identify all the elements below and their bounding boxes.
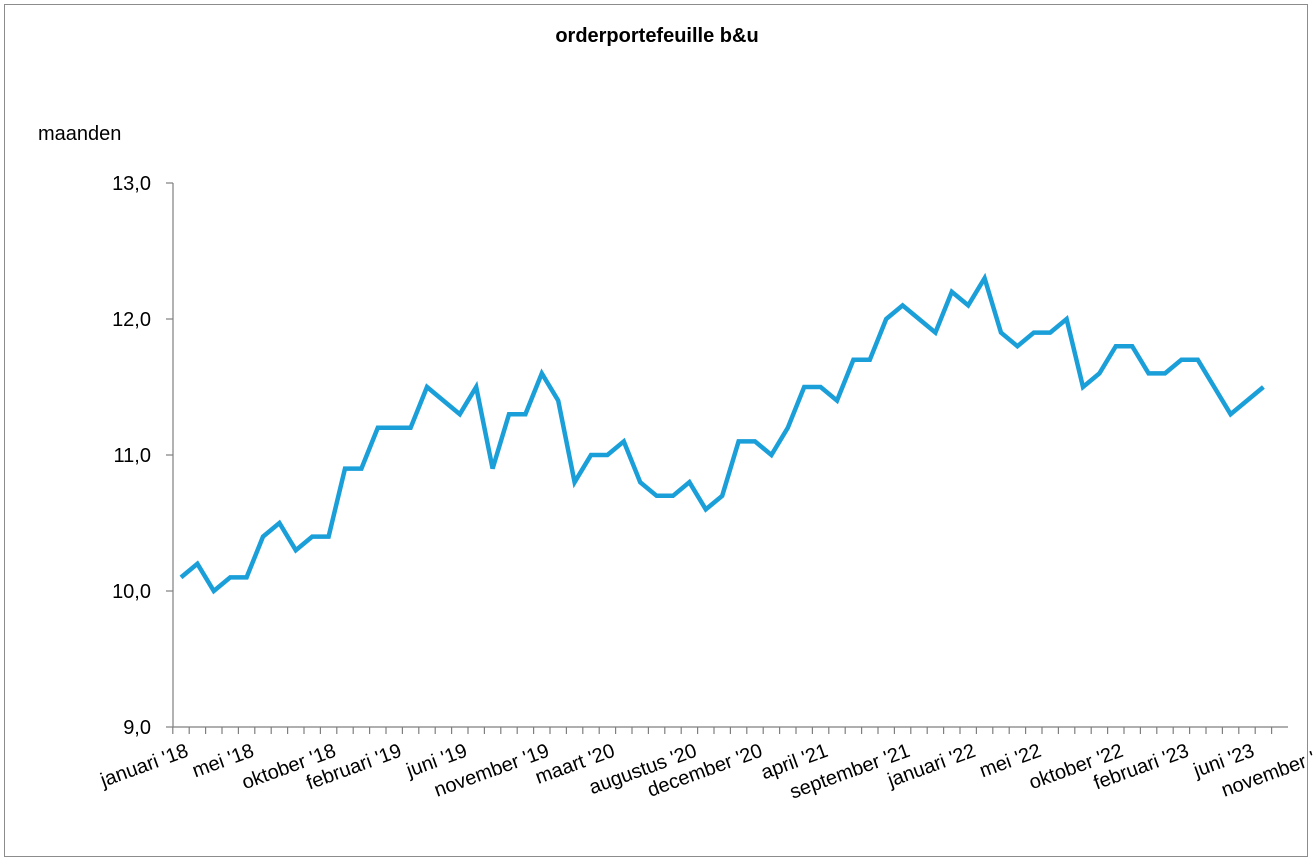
series [179,272,1265,595]
y-axis-label: maanden [38,123,121,145]
series-line [179,272,1265,595]
x-tick-label: januari '18 [97,740,192,792]
y-ticks: 9,0 10,0 11,0 12,0 13,0 [112,173,173,739]
axes [172,183,1288,728]
y-tick-label: 11,0 [114,445,151,467]
chart-title: orderportefeuille b&u [555,25,758,47]
y-tick-label: 10,0 [112,581,151,603]
y-tick-label: 13,0 [112,173,151,195]
chart-frame [4,4,1308,857]
y-tick-label: 9,0 [123,717,151,739]
y-tick-label: 12,0 [112,309,151,331]
